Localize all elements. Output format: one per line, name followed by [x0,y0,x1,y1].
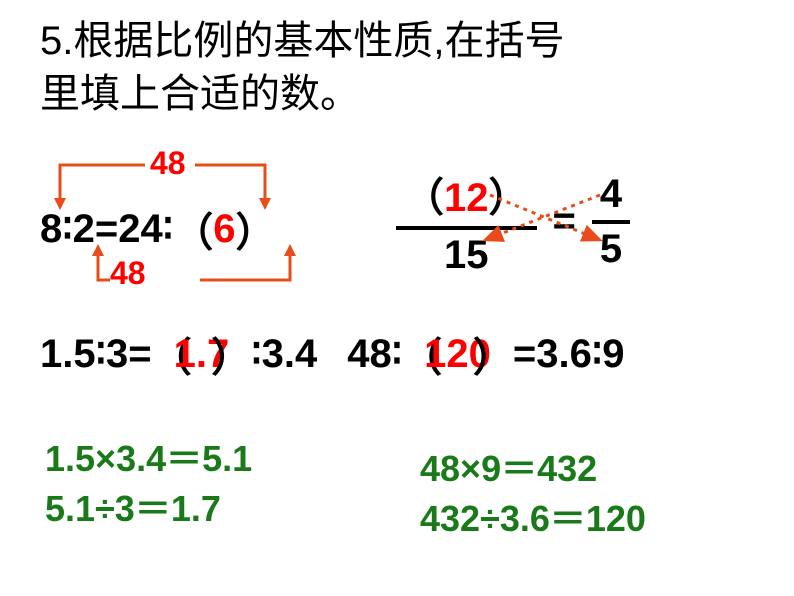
question-title-line2: 里填上合适的数。 [40,68,360,120]
eq1-rparen: ） [235,200,275,258]
eq1-answer: 6 [213,207,235,252]
fraction-right: 4 5 [592,172,630,272]
calculation-1: 1.5×3.4＝5.1 [45,430,252,482]
fraction-equation: （12） 15 = 4 5 [390,165,636,278]
eq1-b: 2 [73,207,95,252]
eq1-eq: = [95,207,118,252]
question-title-line1: 5.根据比例的基本性质,在括号 [40,15,564,67]
calculation-3: 48×9＝432 [420,440,597,492]
r2-p1: 1.5∶3= [40,331,152,377]
r2-rparen2: ） [473,325,513,383]
frac-num1-lparen: （ [404,176,444,220]
frac-bar2 [592,220,630,224]
frac-num1-ans: 12 [444,176,489,220]
eq1-colon1: ∶ [62,206,72,252]
frac-den1: 15 [436,233,497,278]
equation-1: 8 ∶ 2 = 24 ∶ （ 6 ） [40,200,275,258]
frac-bar1 [396,226,537,230]
eq1-colon2: ∶ [163,206,173,252]
calculation-2: 5.1÷3＝1.7 [45,480,221,532]
eq1-a: 8 [40,207,62,252]
eq1-c: 24 [118,207,163,252]
frac-eq-sign: = [553,199,576,244]
r2-p6: =3.6∶9 [513,331,625,377]
frac-den2: 5 [592,227,630,272]
annotation-top-48: 48 [150,145,186,182]
calculation-4: 432÷3.6＝120 [420,490,646,542]
frac-num1-rparen: ） [489,176,529,220]
equation-row-2: 1.5∶3= （ 1.7 ） ∶3.4 48∶ （ 120 ） =3.6∶9 [40,325,625,383]
annotation-bottom-48: 48 [110,255,146,292]
r2-rparen1: ） [211,325,251,383]
r2-p4: 48∶ [347,331,402,377]
frac-num2: 4 [592,172,630,217]
eq1-lparen: （ [173,200,213,258]
frac-num1: （12） [396,165,537,223]
r2-p3: ∶3.4 [251,331,317,377]
fraction-left: （12） 15 [396,165,537,278]
